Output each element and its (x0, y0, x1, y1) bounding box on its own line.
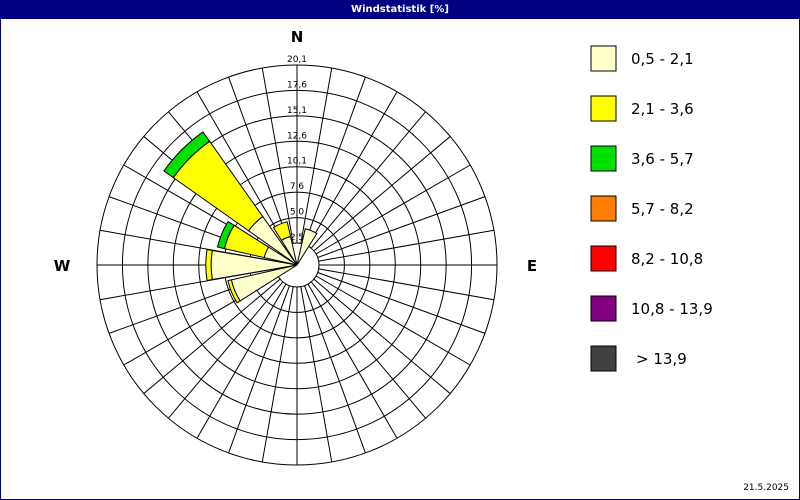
legend: 0,5 - 2,1 2,1 - 3,6 3,6 - 5,7 5,7 - 8,2 8,2 … (590, 45, 713, 372)
wind-bars (163, 131, 318, 304)
wind-bar-w (205, 248, 213, 282)
grid-spoke (317, 272, 486, 334)
ring-label: 17,6 (287, 80, 307, 90)
wind-bar-nnw (272, 221, 292, 241)
wind-bar-wsw (227, 279, 241, 304)
grid-spoke (315, 164, 471, 255)
grid-spoke (261, 67, 294, 244)
legend-label: 8,2 - 10,8 (631, 250, 703, 268)
grid-spoke (261, 286, 294, 463)
compass-north: N (291, 28, 304, 46)
compass-west: W (54, 257, 71, 275)
ring-labels: 2,5 5,0 7,6 10,1 12,6 15,1 17,6 20,1 (287, 55, 307, 243)
grid-spoke (143, 278, 281, 394)
ring-label: 2,5 (290, 233, 304, 243)
compass-east: E (527, 257, 537, 275)
wind-bar-nw (163, 131, 211, 179)
grid-spoke (313, 278, 451, 394)
grid-spoke (304, 285, 366, 454)
ring-label: 15,1 (287, 106, 307, 116)
grid-spoke (307, 91, 398, 247)
legend-label: 10,8 - 13,9 (631, 300, 713, 318)
legend-swatch (590, 295, 617, 322)
ring-label: 12,6 (287, 131, 307, 141)
wind-rose-chart: 2,55,07,610,112,615,117,620,1 N E S W 0,… (54, 28, 713, 466)
legend-label: 2,1 - 3,6 (631, 100, 694, 118)
ring-label: 7,6 (290, 182, 305, 192)
ring-label: 10,1 (287, 157, 307, 167)
grid-spoke (310, 281, 426, 419)
legend-label: 0,5 - 2,1 (631, 50, 694, 68)
grid-spoke (168, 281, 284, 419)
legend-swatch (590, 245, 617, 272)
grid-spoke (310, 111, 426, 249)
grid-spoke (315, 275, 471, 366)
legend-swatch (590, 95, 617, 122)
grid-spoke (196, 283, 287, 439)
grid-spoke (300, 67, 333, 244)
grid-spoke (304, 76, 366, 245)
grid-spoke (317, 196, 486, 258)
grid-spoke (313, 136, 451, 252)
grid-spoke (196, 91, 287, 247)
legend-label: 3,6 - 5,7 (631, 150, 694, 168)
legend-swatch (590, 145, 617, 172)
grid-spoke (318, 229, 495, 262)
legend-label: > 13,9 (636, 350, 687, 368)
grid-spoke (318, 268, 495, 301)
grid-spoke (228, 76, 290, 245)
grid-spoke (300, 286, 333, 463)
grid-spoke (228, 285, 290, 454)
wind-bar-nne (296, 228, 318, 266)
legend-swatch (590, 195, 617, 222)
legend-label: 5,7 - 8,2 (631, 200, 694, 218)
legend-swatch (590, 345, 617, 372)
ring-label: 5,0 (290, 208, 305, 218)
legend-swatch (590, 45, 617, 72)
ring-label: 20,1 (287, 55, 307, 65)
date-label: 21.5.2025 (743, 483, 789, 493)
window-title: Windstatistik [%] (1, 1, 799, 19)
wind-bar-wnw (216, 220, 235, 250)
grid-spoke (307, 283, 398, 439)
polar-grid (96, 64, 498, 466)
